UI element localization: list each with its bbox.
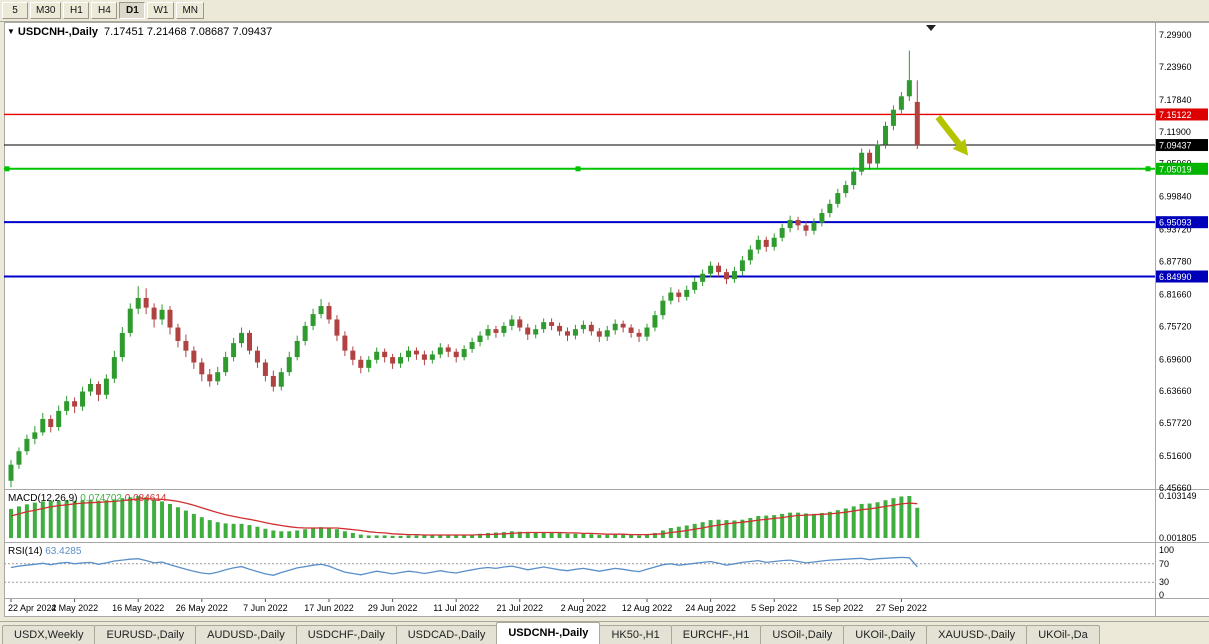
arrow-annotation[interactable] bbox=[932, 112, 975, 160]
svg-text:22 Apr 2022: 22 Apr 2022 bbox=[8, 603, 57, 613]
svg-text:6.69600: 6.69600 bbox=[1159, 354, 1192, 364]
hline-selection-handle[interactable] bbox=[4, 166, 10, 172]
svg-text:16 May 2022: 16 May 2022 bbox=[112, 603, 164, 613]
timeframe-button-mn[interactable]: MN bbox=[176, 2, 205, 19]
tab-usoil-daily[interactable]: USOil-,Daily bbox=[760, 625, 845, 644]
tab-eurchf-h1[interactable]: EURCHF-,H1 bbox=[670, 625, 762, 644]
svg-text:6.84990: 6.84990 bbox=[1159, 272, 1192, 282]
timeframe-button-m30[interactable]: M30 bbox=[30, 2, 62, 19]
svg-text:7.05019: 7.05019 bbox=[1159, 164, 1192, 174]
hline-selection-handle[interactable] bbox=[575, 166, 581, 172]
svg-text:29 Jun 2022: 29 Jun 2022 bbox=[368, 603, 418, 613]
chart-shift-marker-icon[interactable] bbox=[926, 25, 936, 31]
tab-usdx-weekly[interactable]: USDX,Weekly bbox=[2, 625, 96, 644]
svg-text:4 May 2022: 4 May 2022 bbox=[51, 603, 98, 613]
price-flag bbox=[1156, 108, 1208, 121]
timeframe-button-w1[interactable]: W1 bbox=[147, 2, 175, 19]
macd-signal-line bbox=[10, 497, 918, 536]
svg-text:11 Jul 2022: 11 Jul 2022 bbox=[433, 603, 479, 613]
macd-title: MACD(12,26,9) 0.074702 0.084614 bbox=[8, 493, 167, 504]
tab-usdcnh-daily[interactable]: USDCNH-,Daily bbox=[496, 622, 601, 644]
timeframe-toolbar: 5 M30 H1 H4 D1 W1 MN bbox=[0, 0, 1209, 22]
svg-text:7.11900: 7.11900 bbox=[1159, 127, 1191, 137]
svg-text:7 Jun 2022: 7 Jun 2022 bbox=[243, 603, 288, 613]
price-flag bbox=[1156, 216, 1208, 229]
svg-text:30: 30 bbox=[1159, 577, 1169, 587]
svg-text:24 Aug 2022: 24 Aug 2022 bbox=[685, 603, 736, 613]
tab-usdcad-daily[interactable]: USDCAD-,Daily bbox=[395, 625, 498, 644]
svg-text:6.81660: 6.81660 bbox=[1159, 289, 1192, 299]
horizontal-lines[interactable]: 7.15122 7.09437 7.05019 6.95093 6.84990 bbox=[4, 108, 1208, 283]
tab-hk50-h1[interactable]: HK50-,H1 bbox=[599, 625, 672, 644]
svg-text:0.001805: 0.001805 bbox=[1159, 533, 1197, 543]
svg-text:7.09437: 7.09437 bbox=[1159, 141, 1192, 151]
svg-text:0.103149: 0.103149 bbox=[1159, 491, 1197, 501]
svg-text:6.51600: 6.51600 bbox=[1159, 451, 1192, 461]
tab-ukoil-daily[interactable]: UKOil-,Daily bbox=[843, 625, 928, 644]
tab-audusd-daily[interactable]: AUDUSD-,Daily bbox=[195, 625, 297, 644]
svg-text:6.63660: 6.63660 bbox=[1159, 386, 1192, 396]
chart-symbol-label: USDCNH-,Daily bbox=[17, 26, 98, 38]
chart-background bbox=[4, 22, 1209, 617]
timeframe-button-d1[interactable]: D1 bbox=[119, 2, 146, 19]
svg-text:21 Jul 2022: 21 Jul 2022 bbox=[497, 603, 544, 613]
rsi-line bbox=[10, 556, 918, 576]
svg-text:6.99840: 6.99840 bbox=[1159, 192, 1192, 202]
macd-panel: 0.103149 0.001805 MACD(12,26,9) 0.074702 0… bbox=[8, 491, 1197, 543]
svg-text:15 Sep 2022: 15 Sep 2022 bbox=[812, 603, 863, 613]
tab-ukoil-da[interactable]: UKOil-,Da bbox=[1026, 625, 1100, 644]
svg-text:12 Aug 2022: 12 Aug 2022 bbox=[622, 603, 673, 613]
svg-text:7.15122: 7.15122 bbox=[1159, 110, 1192, 120]
svg-text:17 Jun 2022: 17 Jun 2022 bbox=[304, 603, 354, 613]
svg-text:6.95093: 6.95093 bbox=[1159, 218, 1192, 228]
chart-tabbar: USDX,Weekly EURUSD-,Daily AUDUSD-,Daily USD… bbox=[0, 621, 1209, 644]
price-flag bbox=[1156, 270, 1208, 283]
price-flag bbox=[1156, 139, 1208, 152]
svg-text:7.29900: 7.29900 bbox=[1159, 30, 1192, 40]
price-axis-labels: 7.299007.239607.178407.119007.059606.998… bbox=[1159, 30, 1192, 493]
tab-usdchf-daily[interactable]: USDCHF-,Daily bbox=[295, 625, 397, 644]
tab-xauusd-daily[interactable]: XAUUSD-,Daily bbox=[926, 625, 1028, 644]
symbol-dropdown-icon[interactable]: ▼ bbox=[7, 27, 15, 36]
svg-text:6.87780: 6.87780 bbox=[1159, 257, 1192, 267]
rsi-panel: 100 70 30 0 RSI(14) 63.4285 bbox=[4, 545, 1174, 600]
svg-text:26 May 2022: 26 May 2022 bbox=[176, 603, 228, 613]
svg-text:27 Sep 2022: 27 Sep 2022 bbox=[876, 603, 927, 613]
svg-text:6.75720: 6.75720 bbox=[1159, 321, 1192, 331]
timeframe-button-h4[interactable]: H4 bbox=[91, 2, 118, 19]
svg-text:7.23960: 7.23960 bbox=[1159, 62, 1192, 72]
svg-text:6.45660: 6.45660 bbox=[1159, 483, 1192, 493]
rsi-title: RSI(14) 63.4285 bbox=[8, 546, 82, 557]
price-flag bbox=[1156, 162, 1208, 175]
timeframe-button-h1[interactable]: H1 bbox=[63, 2, 90, 19]
chart-ohlc-values: 7.17451 7.21468 7.08687 7.09437 bbox=[104, 26, 273, 38]
hline-selection-handle[interactable] bbox=[1145, 166, 1151, 172]
chart-title: ▼ USDCNH-,Daily 7.17451 7.21468 7.08687 7.… bbox=[7, 26, 272, 38]
timeframe-button-5[interactable]: 5 bbox=[2, 2, 28, 19]
svg-text:6.57720: 6.57720 bbox=[1159, 418, 1192, 428]
svg-text:100: 100 bbox=[1159, 545, 1174, 555]
svg-text:70: 70 bbox=[1159, 559, 1169, 569]
svg-text:7.17840: 7.17840 bbox=[1159, 95, 1192, 105]
svg-text:2 Aug 2022: 2 Aug 2022 bbox=[561, 603, 607, 613]
svg-text:0: 0 bbox=[1159, 590, 1164, 600]
candles-series bbox=[8, 50, 920, 488]
svg-text:5 Sep 2022: 5 Sep 2022 bbox=[751, 603, 797, 613]
tab-eurusd-daily[interactable]: EURUSD-,Daily bbox=[94, 625, 197, 644]
svg-text:6.93720: 6.93720 bbox=[1159, 225, 1192, 235]
